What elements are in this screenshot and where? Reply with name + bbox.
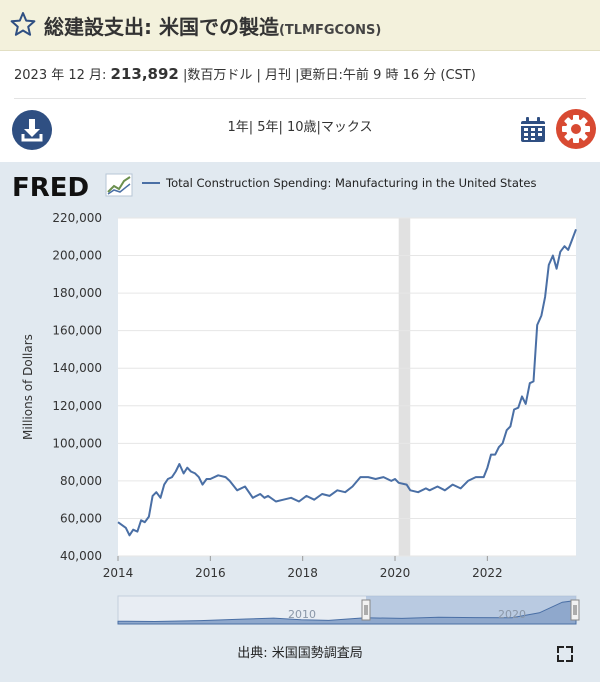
x-tick-label: 2020 xyxy=(380,566,411,580)
recession-shading xyxy=(398,218,411,556)
series-line xyxy=(117,228,577,537)
observation-value: 213,892 xyxy=(110,65,179,83)
fred-logo: FRED xyxy=(12,173,89,203)
y-tick-label: 140,000 xyxy=(52,361,102,375)
navigator-right-handle[interactable] xyxy=(570,599,580,621)
navigator-series xyxy=(117,599,577,625)
chart-area: FRED Total Construction Spending: Manufa… xyxy=(0,162,600,682)
y-tick-label: 160,000 xyxy=(52,324,102,338)
navigator-left-handle[interactable] xyxy=(361,599,371,621)
observation-meta: 2023 年 12 月: 213,892 |数百万ドル | 月刊 |更新日:午前… xyxy=(14,64,476,83)
calendar-icon xyxy=(521,117,545,142)
legend-label: Total Construction Spending: Manufacturi… xyxy=(165,176,536,190)
fullscreen-icon[interactable] xyxy=(557,646,573,662)
date-range-links[interactable]: 1年| 5年| 10歳|マックス xyxy=(227,120,373,135)
chart: FRED Total Construction Spending: Manufa… xyxy=(12,173,580,662)
observation-details: |数百万ドル | 月刊 |更新日:午前 9 時 16 分 (CST) xyxy=(183,68,476,83)
plot-area xyxy=(118,218,576,556)
x-tick-label: 2018 xyxy=(287,566,318,580)
x-tick-label: 2016 xyxy=(195,566,226,580)
download-button[interactable] xyxy=(12,110,52,150)
series-id: (TLMFGCONS) xyxy=(278,23,382,38)
x-axis: 2014 2016 2018 2020 2022 xyxy=(103,556,503,580)
navigator-label-2020: 2020 xyxy=(498,608,526,621)
y-tick-label: 200,000 xyxy=(52,249,102,263)
y-axis-label: Millions of Dollars xyxy=(21,334,35,440)
navigator-label-2010: 2010 xyxy=(288,608,316,621)
y-tick-label: 100,000 xyxy=(52,436,102,450)
date-navigator[interactable]: 2010 2020 xyxy=(117,595,580,625)
y-tick-label: 60,000 xyxy=(60,511,102,525)
star-icon[interactable] xyxy=(10,11,36,37)
observation-date: 2023 年 12 月: xyxy=(14,68,107,83)
gear-icon xyxy=(562,115,590,143)
y-axis: 40,000 60,000 80,000 100,000 120,000 140,000 1… xyxy=(52,211,576,563)
series-header: 総建設支出: 米国での製造(TLMFGCONS) xyxy=(0,0,600,51)
fred-chart-icon xyxy=(105,173,133,197)
download-icon xyxy=(21,119,43,142)
calendar-button[interactable] xyxy=(518,115,548,145)
y-tick-label: 220,000 xyxy=(52,211,102,225)
divider xyxy=(14,98,586,99)
y-tick-label: 120,000 xyxy=(52,399,102,413)
source-text: 出典: 米国国勢調査局 xyxy=(237,646,363,661)
title-text: 総建設支出: 米国での製造 xyxy=(44,15,279,39)
settings-button[interactable] xyxy=(556,109,596,149)
y-tick-label: 80,000 xyxy=(60,474,102,488)
y-tick-label: 40,000 xyxy=(60,549,102,563)
x-tick-label: 2014 xyxy=(103,566,134,580)
x-tick-label: 2022 xyxy=(472,566,503,580)
y-tick-label: 180,000 xyxy=(52,286,102,300)
page-title: 総建設支出: 米国での製造(TLMFGCONS) xyxy=(44,11,381,40)
